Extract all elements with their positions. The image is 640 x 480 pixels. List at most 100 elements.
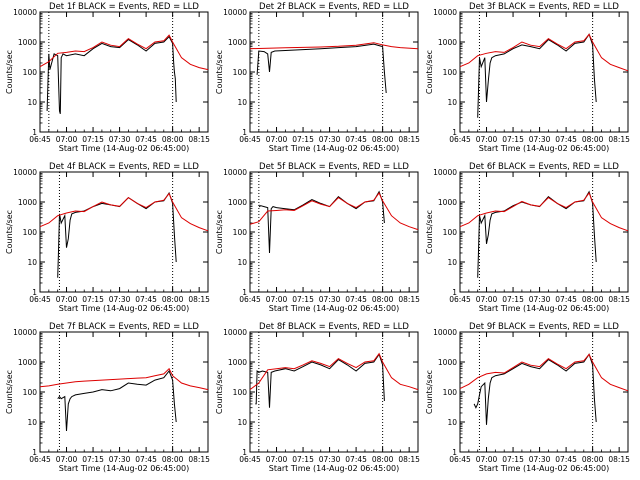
x-tick-label: 07:30 bbox=[529, 455, 551, 464]
panel-title: Det 3f BLACK = Events, RED = LLD bbox=[469, 2, 619, 12]
lld-series-line bbox=[249, 192, 419, 231]
y-tick-label: 1000 bbox=[18, 38, 37, 47]
panel-1: Det 1f BLACK = Events, RED = LLD 1 10 100 10… bbox=[5, 2, 210, 153]
x-tick-label: 07:45 bbox=[555, 135, 577, 144]
y-tick-label: 10 bbox=[447, 258, 457, 267]
panel-title: Det 6f BLACK = Events, RED = LLD bbox=[469, 162, 619, 172]
x-tick-label: 06:45 bbox=[29, 455, 51, 464]
x-axis-label: Start Time (14-Aug-02 06:45:00) bbox=[479, 464, 610, 473]
x-tick-label: 08:00 bbox=[162, 135, 184, 144]
y-tick-label: 100 bbox=[23, 68, 38, 77]
x-tick-label: 07:15 bbox=[82, 455, 104, 464]
y-tick-label: 100 bbox=[23, 228, 38, 237]
y-tick-label: 1 bbox=[452, 288, 457, 297]
x-tick-label: 08:15 bbox=[608, 135, 630, 144]
panel-title: Det 8f BLACK = Events, RED = LLD bbox=[259, 322, 409, 332]
y-axis-label: Counts/sec bbox=[215, 50, 224, 94]
x-tick-label: 07:45 bbox=[135, 455, 157, 464]
x-tick-label: 08:00 bbox=[162, 295, 184, 304]
y-axis-label: Counts/sec bbox=[425, 370, 434, 414]
x-tick-label: 07:30 bbox=[109, 135, 131, 144]
x-tick-label: 07:45 bbox=[555, 295, 577, 304]
y-tick-label: 100 bbox=[443, 388, 458, 397]
y-tick-label: 1000 bbox=[228, 38, 247, 47]
x-tick-label: 08:15 bbox=[188, 455, 210, 464]
x-tick-label: 07:45 bbox=[345, 295, 367, 304]
y-tick-label: 10000 bbox=[433, 8, 457, 17]
x-tick-label: 08:15 bbox=[188, 295, 210, 304]
x-tick-label: 07:30 bbox=[529, 135, 551, 144]
y-tick-label: 10 bbox=[237, 418, 247, 427]
y-tick-label: 1 bbox=[242, 288, 247, 297]
y-tick-label: 10000 bbox=[13, 8, 37, 17]
panel-5: Det 5f BLACK = Events, RED = LLD 1 10 100 10… bbox=[215, 162, 420, 313]
x-tick-label: 08:00 bbox=[582, 135, 604, 144]
x-tick-label: 07:00 bbox=[266, 135, 288, 144]
x-tick-label: 06:45 bbox=[239, 135, 261, 144]
y-tick-label: 1 bbox=[452, 128, 457, 137]
x-tick-label: 07:30 bbox=[529, 295, 551, 304]
y-tick-label: 100 bbox=[443, 68, 458, 77]
y-tick-label: 1 bbox=[32, 128, 37, 137]
y-tick-label: 100 bbox=[443, 228, 458, 237]
events-series-line bbox=[255, 353, 385, 408]
y-tick-label: 10 bbox=[27, 98, 37, 107]
y-tick-label: 10000 bbox=[13, 328, 37, 337]
x-axis-label: Start Time (14-Aug-02 06:45:00) bbox=[479, 304, 610, 313]
y-axis-label: Counts/sec bbox=[215, 370, 224, 414]
y-tick-label: 10000 bbox=[223, 328, 247, 337]
x-tick-label: 07:15 bbox=[82, 295, 104, 304]
lld-series-line bbox=[39, 192, 209, 232]
x-axis-label: Start Time (14-Aug-02 06:45:00) bbox=[479, 144, 610, 153]
y-tick-label: 10000 bbox=[433, 168, 457, 177]
panel-3: Det 3f BLACK = Events, RED = LLD 1 10 100 10… bbox=[425, 2, 630, 153]
lld-series-line bbox=[249, 352, 419, 391]
y-tick-label: 10 bbox=[27, 258, 37, 267]
x-tick-label: 08:15 bbox=[398, 135, 420, 144]
y-axis-label: Counts/sec bbox=[5, 370, 14, 414]
y-tick-label: 100 bbox=[233, 68, 248, 77]
lld-series-line bbox=[459, 353, 629, 392]
x-tick-label: 07:00 bbox=[56, 135, 78, 144]
y-tick-label: 10000 bbox=[223, 8, 247, 17]
x-tick-label: 07:15 bbox=[292, 295, 314, 304]
x-tick-label: 06:45 bbox=[29, 295, 51, 304]
x-tick-label: 08:15 bbox=[608, 455, 630, 464]
y-tick-label: 1000 bbox=[228, 198, 247, 207]
panel-2: Det 2f BLACK = Events, RED = LLD 1 10 100 10… bbox=[215, 2, 420, 153]
panel-8: Det 8f BLACK = Events, RED = LLD 1 10 100 10… bbox=[215, 322, 420, 473]
x-axis-label: Start Time (14-Aug-02 06:45:00) bbox=[59, 304, 190, 313]
x-tick-label: 07:30 bbox=[319, 135, 341, 144]
y-tick-label: 1000 bbox=[18, 198, 37, 207]
panel-title: Det 9f BLACK = Events, RED = LLD bbox=[469, 322, 619, 332]
x-axis-label: Start Time (14-Aug-02 06:45:00) bbox=[269, 464, 400, 473]
x-tick-label: 06:45 bbox=[29, 135, 51, 144]
x-tick-label: 08:00 bbox=[582, 295, 604, 304]
x-tick-label: 08:00 bbox=[582, 455, 604, 464]
x-tick-label: 06:45 bbox=[239, 455, 261, 464]
x-tick-label: 07:00 bbox=[476, 135, 498, 144]
x-tick-label: 08:15 bbox=[608, 295, 630, 304]
x-tick-label: 07:00 bbox=[266, 295, 288, 304]
y-tick-label: 100 bbox=[233, 388, 248, 397]
panel-title: Det 7f BLACK = Events, RED = LLD bbox=[49, 322, 199, 332]
panel-6: Det 6f BLACK = Events, RED = LLD 1 10 100 10… bbox=[425, 162, 630, 313]
x-tick-label: 07:00 bbox=[476, 455, 498, 464]
panel-7: Det 7f BLACK = Events, RED = LLD 1 10 100 10… bbox=[5, 322, 210, 473]
lld-series-line bbox=[39, 34, 209, 71]
x-tick-label: 06:45 bbox=[449, 295, 471, 304]
x-tick-label: 07:15 bbox=[292, 455, 314, 464]
x-tick-label: 07:00 bbox=[266, 455, 288, 464]
events-series-line bbox=[473, 353, 597, 425]
x-tick-label: 06:45 bbox=[449, 135, 471, 144]
panel-9: Det 9f BLACK = Events, RED = LLD 1 10 100 10… bbox=[425, 322, 630, 473]
events-series-line bbox=[57, 370, 177, 432]
y-tick-label: 1 bbox=[32, 288, 37, 297]
y-tick-label: 1000 bbox=[228, 358, 247, 367]
panel-title: Det 5f BLACK = Events, RED = LLD bbox=[259, 162, 409, 172]
x-tick-label: 07:15 bbox=[82, 135, 104, 144]
y-tick-label: 10 bbox=[27, 418, 37, 427]
y-tick-label: 1 bbox=[242, 448, 247, 457]
y-tick-label: 10000 bbox=[223, 168, 247, 177]
panel-title: Det 2f BLACK = Events, RED = LLD bbox=[259, 2, 409, 12]
